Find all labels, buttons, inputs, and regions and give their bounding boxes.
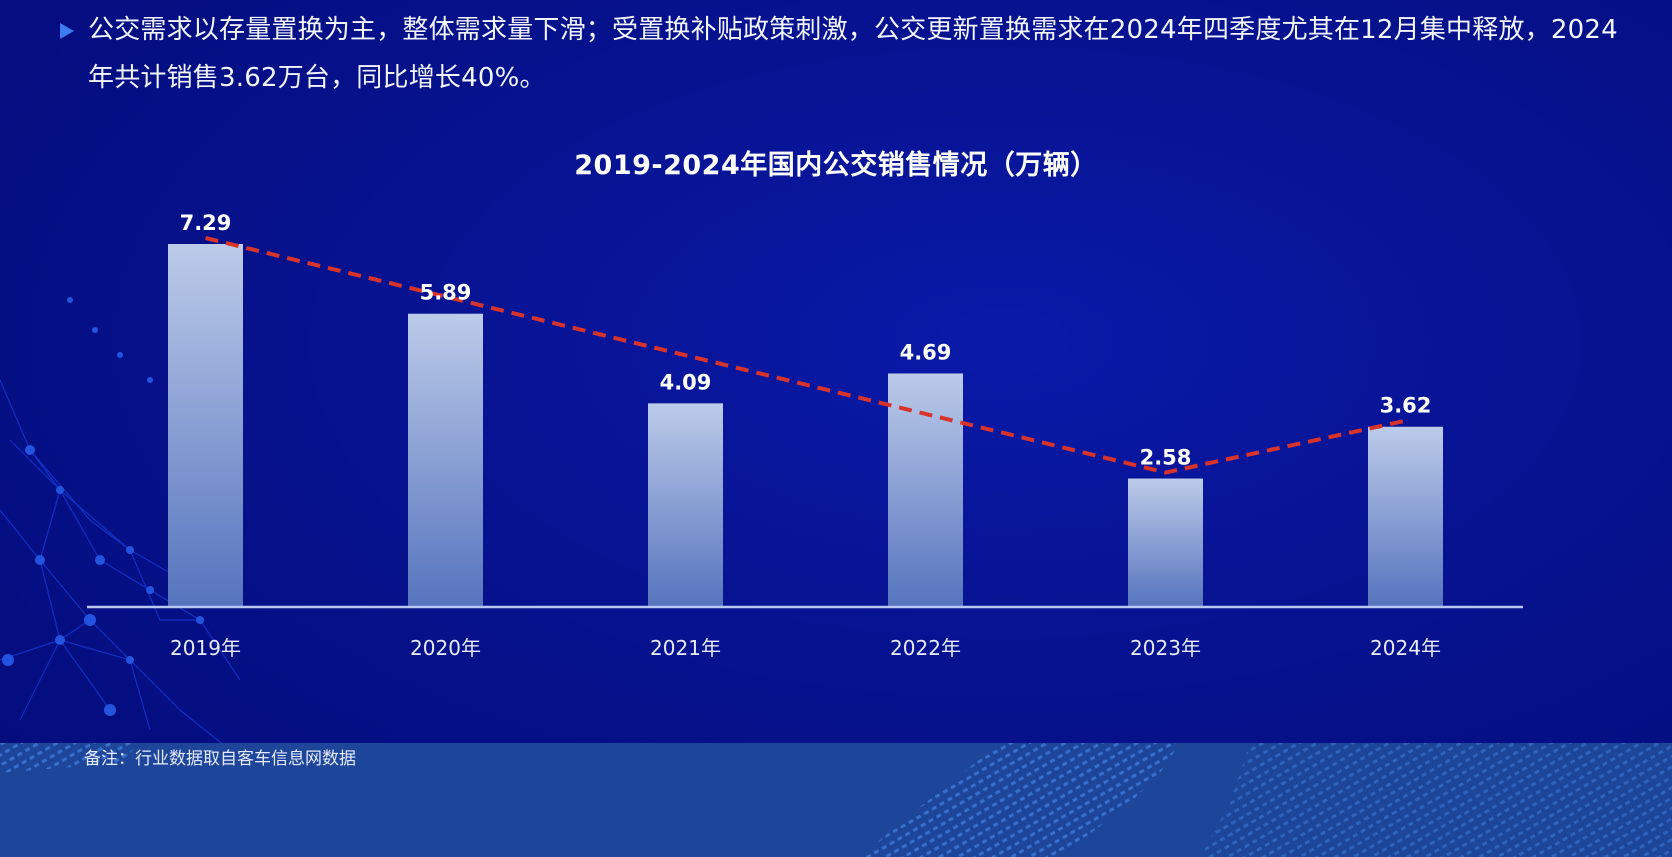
data-label: 7.29	[180, 211, 232, 235]
bar-2020年	[408, 313, 483, 607]
data-label: 5.89	[420, 281, 472, 305]
bars-group	[168, 244, 1443, 607]
data-label: 4.69	[900, 340, 952, 364]
x-axis-label: 2024年	[1370, 636, 1441, 660]
summary-text: 公交需求以存量置换为主，整体需求量下滑；受置换补贴政策刺激，公交更新置换需求在2…	[88, 15, 1618, 93]
x-axis-labels-group: 2019年 2020年 2021年 2022年 2023年 2024年	[170, 636, 1441, 660]
bar-2023年	[1128, 478, 1203, 607]
bar-2019年	[168, 244, 243, 607]
data-label: 2.58	[1140, 446, 1192, 470]
bar-2024年	[1368, 426, 1443, 607]
x-axis-label: 2023年	[1130, 636, 1201, 660]
bar-2021年	[648, 403, 723, 607]
bottom-band	[0, 743, 1672, 857]
x-axis-label: 2022年	[890, 636, 961, 660]
data-label: 3.62	[1380, 394, 1432, 418]
triangle-bullet-icon	[60, 23, 74, 39]
network-decoration	[0, 297, 241, 751]
x-axis-label: 2020年	[410, 636, 481, 660]
dot-pattern-decoration	[0, 743, 1672, 857]
x-axis-label: 2021年	[650, 636, 721, 660]
x-axis-label: 2019年	[170, 636, 241, 660]
summary-paragraph: 公交需求以存量置换为主，整体需求量下滑；受置换补贴政策刺激，公交更新置换需求在2…	[60, 6, 1640, 102]
data-label: 4.09	[660, 370, 712, 394]
source-note: 备注：行业数据取自客车信息网数据	[84, 749, 356, 769]
trend-line	[205, 236, 1406, 475]
data-labels-group: 7.29 5.89 4.09 4.69 2.58 3.62	[180, 211, 1432, 470]
chart-title: 2019-2024年国内公交销售情况（万辆）	[574, 150, 1098, 181]
